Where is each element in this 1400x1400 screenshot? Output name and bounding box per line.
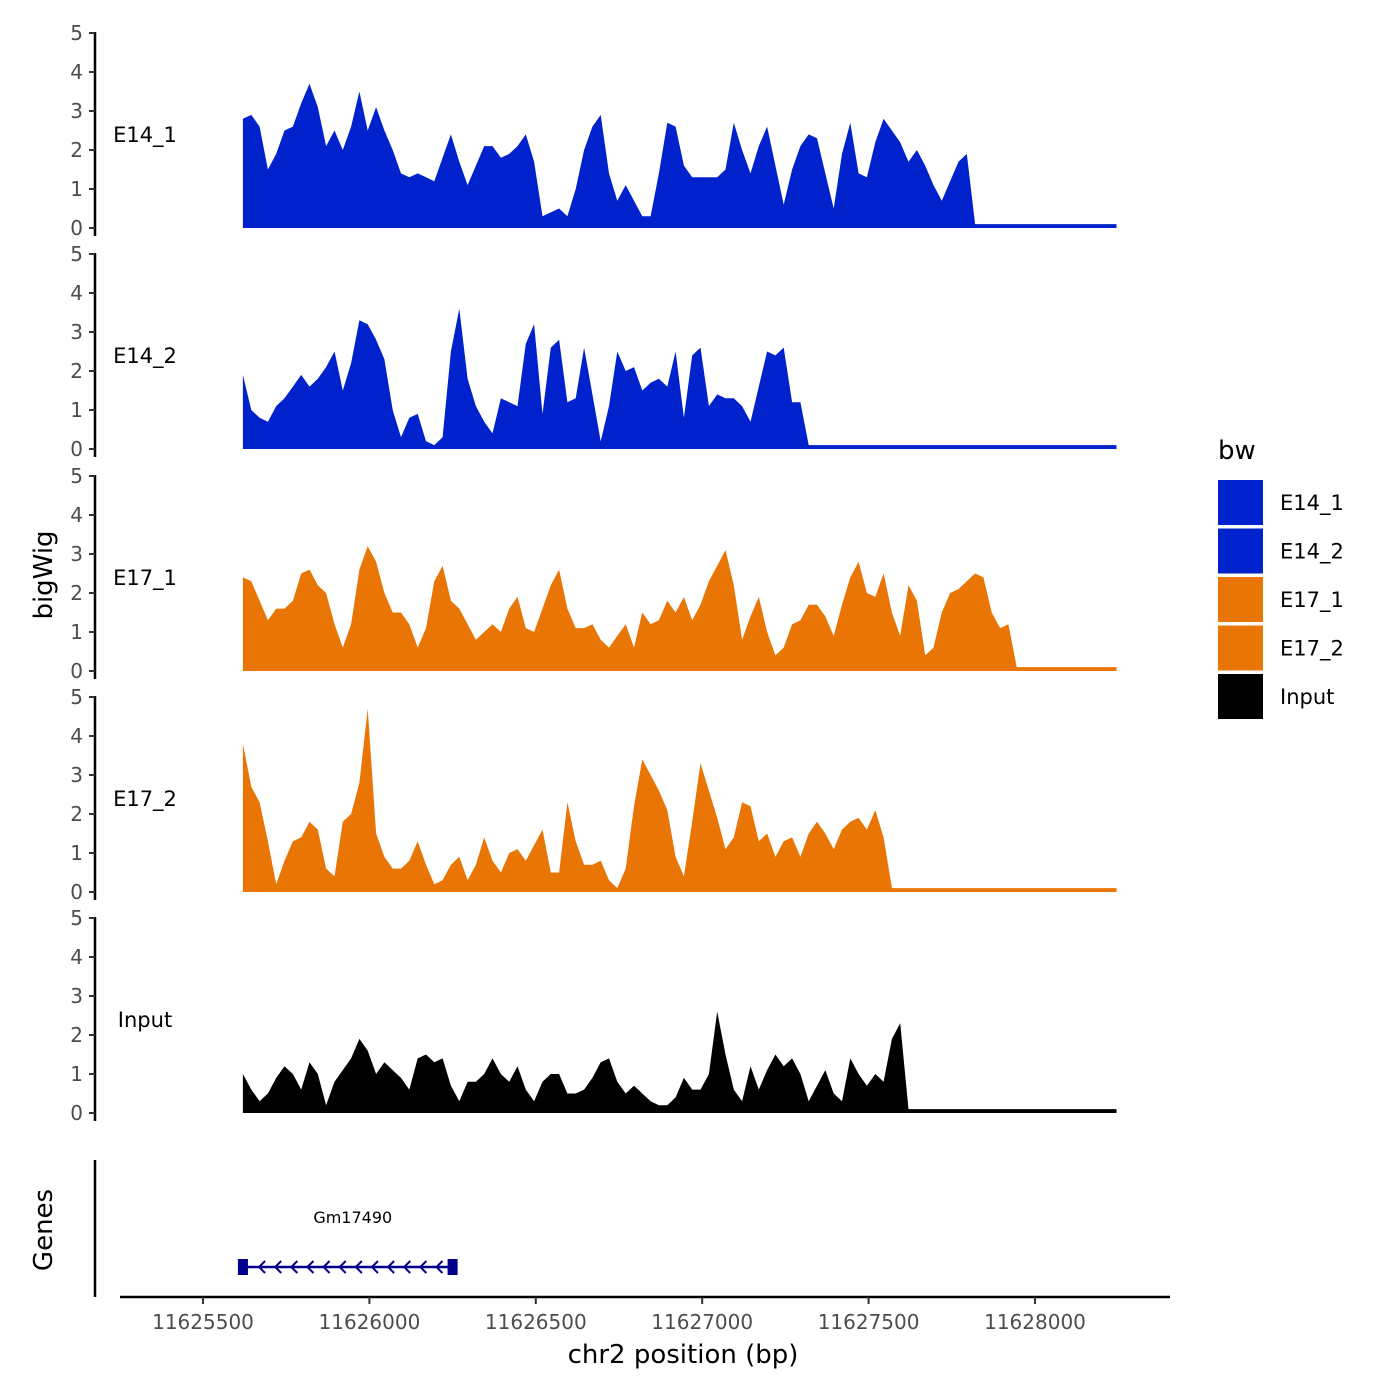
track-label-E14_2: E14_2: [113, 344, 177, 369]
y-axis-title: bigWig: [29, 530, 59, 619]
y-tick-label: 0: [70, 659, 83, 683]
strand-arrow: [306, 1260, 315, 1274]
y-tick-label: 4: [70, 281, 83, 305]
legend-swatch: [1218, 528, 1263, 574]
y-tick-label: 4: [70, 60, 83, 84]
legend-entry-Input: Input: [1218, 674, 1334, 719]
x-axis-title: chr2 position (bp): [568, 1340, 799, 1370]
area-E17_1: [242, 546, 1117, 671]
y-tick-label: 3: [70, 763, 83, 787]
y-tick-label: 2: [70, 1023, 83, 1047]
legend-title: bw: [1218, 436, 1256, 466]
genes-track: Gm17490: [93, 1160, 458, 1297]
y-tick-label: 2: [70, 581, 83, 605]
y-tick-label: 5: [70, 906, 83, 930]
x-axis: 11625500 11626000 11626500 11627000 11627500…: [120, 1295, 1170, 1334]
y-tick-label: 3: [70, 320, 83, 344]
x-tick-label: 11626500: [485, 1310, 587, 1334]
y-tick-label: 5: [70, 21, 83, 45]
gene-Gm17490: Gm17490: [237, 1208, 458, 1275]
track-E14_1: 0 1 2 3 4 5 E14_1: [70, 21, 1117, 240]
legend-label: E17_1: [1280, 588, 1344, 613]
strand-arrow: [289, 1260, 299, 1274]
area-E17_2: [242, 708, 1117, 892]
y-tick-label: 1: [70, 1062, 83, 1086]
y-tick-label: 5: [70, 464, 83, 488]
strand-arrow: [354, 1260, 363, 1274]
y-tick-label: 0: [70, 216, 83, 240]
y-tick-label: 5: [70, 685, 83, 709]
y-tick-label: 2: [70, 802, 83, 826]
x-tick-label: 11627500: [818, 1310, 920, 1334]
y-tick-label: 1: [70, 177, 83, 201]
y-tick-label: 1: [70, 398, 83, 422]
y-tick-label: 4: [70, 724, 83, 748]
y-tick-label: 5: [70, 242, 83, 266]
track-label-E17_1: E17_1: [113, 566, 177, 591]
legend-label: Input: [1280, 685, 1334, 709]
gene-exon: [237, 1259, 248, 1275]
area-E14_2: [242, 308, 1117, 449]
strand-arrow: [418, 1260, 428, 1274]
track-E17_2: 0 1 2 3 4 5 E17_2: [70, 685, 1117, 904]
x-tick-label: 11625500: [152, 1310, 254, 1334]
y-tick-label: 2: [70, 138, 83, 162]
y-tick-label: 0: [70, 880, 83, 904]
y-tick-label: 1: [70, 620, 83, 644]
x-tick-label: 11627000: [651, 1310, 753, 1334]
y-tick-label: 4: [70, 503, 83, 527]
y-tick-label: 3: [70, 984, 83, 1008]
y-tick-label: 1: [70, 841, 83, 865]
strand-arrow: [435, 1260, 444, 1274]
strand-arrow: [402, 1260, 411, 1274]
legend-label: E14_1: [1280, 491, 1344, 516]
legend-label: E17_2: [1280, 637, 1344, 662]
strand-arrow: [370, 1260, 379, 1274]
legend: bw E14_1 E14_2 E17_1 E17_2 Input: [1218, 436, 1344, 719]
y-tick-label: 0: [70, 437, 83, 461]
area-E14_1: [242, 83, 1117, 228]
x-tick-label: 11626000: [319, 1310, 421, 1334]
strand-arrow: [273, 1260, 282, 1274]
legend-entry-E17_2: E17_2: [1218, 625, 1344, 671]
area-Input: [242, 1011, 1117, 1113]
x-tick-label: 11628000: [984, 1310, 1086, 1334]
y-tick-label: 2: [70, 359, 83, 383]
gene-label: Gm17490: [313, 1208, 392, 1227]
track-label-E17_2: E17_2: [113, 787, 177, 812]
track-label-Input: Input: [118, 1008, 172, 1032]
track-E17_1: 0 1 2 3 4 5 E17_1: [70, 464, 1117, 683]
legend-label: E14_2: [1280, 540, 1344, 565]
track-label-E14_1: E14_1: [113, 123, 177, 148]
legend-swatch: [1218, 577, 1263, 622]
legend-entry-E14_2: E14_2: [1218, 528, 1344, 574]
legend-entry-E14_1: E14_1: [1218, 480, 1344, 525]
track-E14_2: 0 1 2 3 4 5 E14_2: [70, 242, 1117, 461]
strand-arrow: [386, 1260, 395, 1274]
y-tick-label: 3: [70, 542, 83, 566]
gene-exon: [447, 1259, 458, 1275]
legend-swatch: [1218, 674, 1263, 719]
bigwig-tracks: 0 1 2 3 4 5 E14_1 0 1 2 3 4 5 E14_2 0 1 2 3 4 5 E17_1 0 1 2 3 4 5 E…: [70, 21, 1117, 1125]
y-tick-label: 0: [70, 1101, 83, 1125]
legend-swatch: [1218, 480, 1263, 525]
y-tick-label: 4: [70, 945, 83, 969]
strand-arrow: [257, 1260, 266, 1274]
genes-axis-title: Genes: [29, 1189, 59, 1271]
legend-swatch: [1218, 625, 1263, 671]
legend-entry-E17_1: E17_1: [1218, 577, 1344, 622]
track-Input: 0 1 2 3 4 5 Input: [70, 906, 1117, 1125]
strand-arrow: [338, 1260, 347, 1274]
strand-arrow: [322, 1260, 331, 1274]
y-tick-label: 3: [70, 99, 83, 123]
